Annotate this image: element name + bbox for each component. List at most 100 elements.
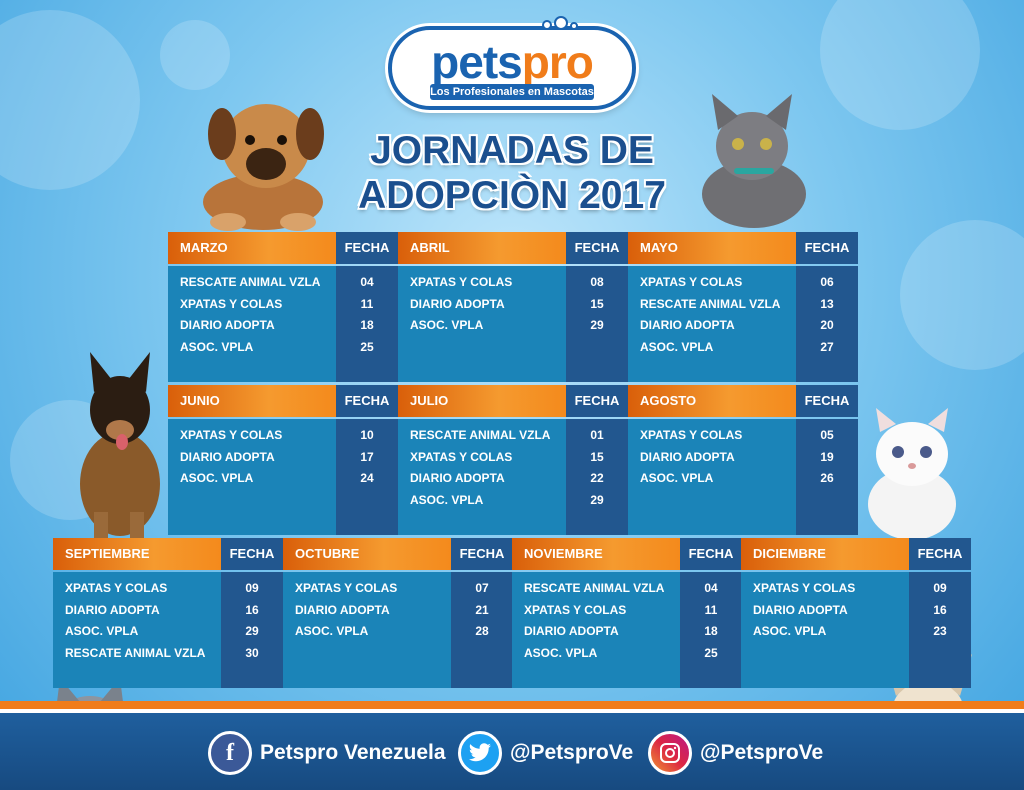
organization-name: DIARIO ADOPTA (295, 602, 390, 617)
month-name: JUNIO (168, 385, 336, 417)
instagram-link[interactable]: @PetsproVe (648, 731, 828, 775)
organization-name: DIARIO ADOPTA (524, 624, 619, 638)
organization-name: XPATAS Y COLAS (180, 296, 283, 311)
schedule-row: DIARIO ADOPTA 15 (398, 294, 628, 315)
organization-name: XPATAS Y COLAS (640, 275, 743, 289)
event-day: 28 (475, 624, 489, 638)
schedule-row: DIARIO ADOPTA 16 (53, 600, 283, 621)
organization-name: ASOC. VPLA (180, 471, 254, 485)
month-name: MARZO (168, 232, 336, 264)
date-column (796, 266, 858, 382)
fecha-header: FECHA (336, 232, 398, 264)
petspro-logo: petspro Los Profesionales en Mascotas (388, 16, 636, 110)
organization-name: XPATAS Y COLAS (753, 581, 856, 595)
month-body: XPATAS Y COLAS 06 RESCATE ANIMAL VZLA 13 DIA… (628, 266, 858, 382)
instagram-label: @PetsproVe (700, 741, 824, 764)
month-body: RESCATE ANIMAL VZLA 01 XPATAS Y COLAS 15 DIA… (398, 419, 628, 535)
event-day: 18 (360, 318, 374, 332)
month-block-julio: JULIO FECHA RESCATE ANIMAL VZLA 01 XPATAS Y … (398, 385, 628, 535)
schedule-row: XPATAS Y COLAS 08 (398, 272, 628, 293)
bokeh-circle (820, 0, 980, 130)
month-name: JULIO (398, 385, 566, 417)
schedule-row: XPATAS Y COLAS 09 (53, 578, 283, 599)
twitter-link[interactable]: @PetsproVe (458, 731, 638, 775)
event-day: 16 (245, 602, 259, 617)
facebook-link[interactable]: f Petspro Venezuela (208, 731, 448, 775)
organization-name: DIARIO ADOPTA (410, 471, 505, 485)
date-column (566, 266, 628, 382)
schedule-row: ASOC. VPLA 23 (741, 621, 971, 642)
fecha-header: FECHA (221, 538, 283, 570)
schedule-row: ASOC. VPLA 26 (628, 468, 858, 489)
month-name: MAYO (628, 232, 796, 264)
instagram-icon (648, 731, 692, 775)
month-name: OCTUBRE (283, 538, 451, 570)
month-header: ABRIL FECHA (398, 232, 628, 264)
event-day: 29 (590, 318, 604, 332)
schedule-row: RESCATE ANIMAL VZLA 04 (168, 272, 398, 293)
event-day: 24 (360, 471, 374, 485)
event-day: 29 (245, 624, 259, 638)
orange-stripe (0, 701, 1024, 709)
organization-name: DIARIO ADOPTA (180, 449, 275, 464)
fecha-header: FECHA (796, 232, 858, 264)
schedule-row: RESCATE ANIMAL VZLA 04 (512, 578, 742, 599)
organization-name: DIARIO ADOPTA (640, 318, 735, 332)
event-day: 25 (360, 339, 374, 354)
event-day: 17 (360, 449, 374, 464)
organization-name: DIARIO ADOPTA (753, 602, 848, 617)
schedule-row: ASOC. VPLA 25 (168, 337, 398, 358)
event-day: 20 (820, 318, 834, 332)
month-body: RESCATE ANIMAL VZLA 04 XPATAS Y COLAS 11 DIA… (512, 572, 742, 688)
fecha-header: FECHA (336, 385, 398, 417)
organization-name: XPATAS Y COLAS (180, 428, 283, 442)
title-line-2: ADOPCIÒN 2017 (358, 174, 666, 217)
schedule-row: RESCATE ANIMAL VZLA 30 (53, 643, 283, 664)
organization-name: DIARIO ADOPTA (65, 602, 160, 617)
event-day: 30 (245, 645, 259, 660)
logo-bubbles (542, 16, 580, 35)
event-day: 21 (475, 602, 489, 617)
title-line-1: JORNADAS DE (370, 129, 654, 172)
organization-name: ASOC. VPLA (65, 624, 139, 638)
fecha-header: FECHA (796, 385, 858, 417)
month-block-noviembre: NOVIEMBRE FECHA RESCATE ANIMAL VZLA 04 XPATA… (512, 538, 742, 688)
month-block-abril: ABRIL FECHA XPATAS Y COLAS 08 DIARIO ADOPTA 1… (398, 232, 628, 382)
schedule-row: XPATAS Y COLAS 11 (168, 294, 398, 315)
month-header: DICIEMBRE FECHA (741, 538, 971, 570)
organization-name: DIARIO ADOPTA (640, 449, 735, 464)
month-header: MARZO FECHA (168, 232, 398, 264)
event-day: 23 (933, 624, 947, 638)
event-day: 25 (704, 645, 718, 660)
event-day: 07 (475, 581, 489, 595)
logo-tagline: Los Profesionales en Mascotas (430, 84, 594, 100)
schedule-row: ASOC. VPLA 29 (398, 315, 628, 336)
month-name: AGOSTO (628, 385, 796, 417)
date-column (221, 572, 283, 688)
logo-word-pro: pro (521, 36, 594, 88)
event-day: 15 (590, 296, 604, 311)
organization-name: RESCATE ANIMAL VZLA (65, 645, 206, 660)
event-day: 11 (360, 296, 374, 311)
schedule-row: XPATAS Y COLAS 09 (741, 578, 971, 599)
month-header: NOVIEMBRE FECHA (512, 538, 742, 570)
organization-name: ASOC. VPLA (410, 318, 484, 332)
date-column (796, 419, 858, 535)
white-persian-cat-image (868, 408, 956, 540)
schedule-row: DIARIO ADOPTA 20 (628, 315, 858, 336)
schedule-row: ASOC. VPLA 29 (398, 490, 628, 511)
organization-name: ASOC. VPLA (640, 471, 714, 485)
organization-name: XPATAS Y COLAS (65, 581, 168, 595)
gray-cat-image (702, 94, 806, 228)
event-day: 05 (820, 428, 834, 442)
bokeh-circle (900, 220, 1024, 370)
social-bar (0, 713, 1024, 790)
event-day: 10 (360, 428, 374, 442)
white-stripe (0, 709, 1024, 713)
month-body: XPATAS Y COLAS 09 DIARIO ADOPTA 16 ASOC. VPL… (741, 572, 971, 688)
schedule-row: ASOC. VPLA 27 (628, 337, 858, 358)
month-name: DICIEMBRE (741, 538, 909, 570)
month-block-diciembre: DICIEMBRE FECHA XPATAS Y COLAS 09 DIARIO ADO… (741, 538, 971, 688)
month-header: SEPTIEMBRE FECHA (53, 538, 283, 570)
month-name: ABRIL (398, 232, 566, 264)
